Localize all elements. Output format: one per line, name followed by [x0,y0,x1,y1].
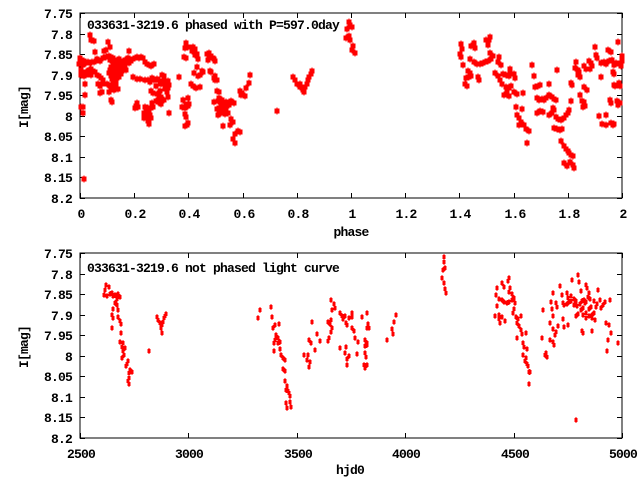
svg-text:7.8: 7.8 [51,268,73,283]
svg-text:7.9: 7.9 [51,309,73,324]
svg-text:0: 0 [77,207,85,222]
svg-text:8.1: 8.1 [51,151,73,166]
svg-text:3000: 3000 [175,447,204,462]
svg-text:2500: 2500 [67,447,96,462]
svg-text:7.75: 7.75 [44,7,73,22]
svg-text:8.05: 8.05 [44,370,73,385]
svg-text:hjd0: hjd0 [336,463,365,478]
svg-text:3500: 3500 [284,447,313,462]
svg-text:8.2: 8.2 [51,432,73,447]
svg-text:7.85: 7.85 [44,48,73,63]
svg-text:2: 2 [619,207,627,222]
svg-text:0.4: 0.4 [178,207,200,222]
svg-text:8.05: 8.05 [44,130,73,145]
svg-text:7.75: 7.75 [44,247,73,262]
svg-text:1.8: 1.8 [558,207,580,222]
svg-text:I[mag]: I[mag] [17,86,32,128]
svg-text:1.4: 1.4 [449,207,471,222]
svg-text:1.6: 1.6 [504,207,526,222]
svg-text:1.2: 1.2 [395,207,417,222]
svg-text:8: 8 [65,110,73,125]
svg-text:8.15: 8.15 [44,411,73,426]
svg-text:7.95: 7.95 [44,89,73,104]
svg-text:8: 8 [65,350,73,365]
svg-text:0.6: 0.6 [233,207,255,222]
svg-text:0.2: 0.2 [124,207,146,222]
svg-text:0.8: 0.8 [287,207,309,222]
svg-text:7.8: 7.8 [51,28,73,43]
svg-text:7.85: 7.85 [44,288,73,303]
svg-text:5000: 5000 [609,447,638,462]
svg-text:phase: phase [333,225,369,240]
svg-text:8.1: 8.1 [51,391,73,406]
svg-text:1: 1 [348,207,356,222]
svg-text:7.95: 7.95 [44,329,73,344]
svg-text:4500: 4500 [501,447,530,462]
svg-text:033631-3219.6 phased with P=59: 033631-3219.6 phased with P=597.0day [87,18,340,33]
svg-text:8.15: 8.15 [44,171,73,186]
svg-text:8.2: 8.2 [51,192,73,207]
svg-text:I[mag]: I[mag] [17,326,32,368]
svg-text:033631-3219.6 not phased light: 033631-3219.6 not phased light curve [87,261,340,276]
svg-text:7.9: 7.9 [51,69,73,84]
svg-text:4000: 4000 [392,447,421,462]
